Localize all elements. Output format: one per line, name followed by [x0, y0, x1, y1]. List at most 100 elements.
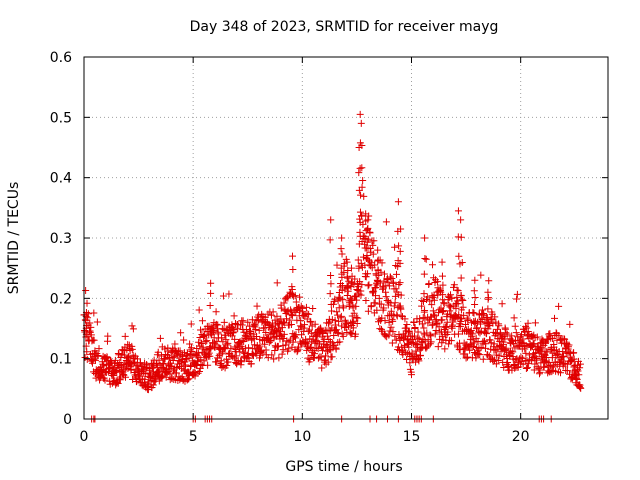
data-point	[456, 260, 464, 268]
data-point	[386, 327, 394, 335]
data-point	[223, 362, 231, 370]
data-point	[450, 281, 458, 289]
data-point	[288, 311, 296, 319]
y-tick-label: 0.4	[50, 171, 72, 187]
data-point	[154, 348, 162, 356]
data-point	[358, 183, 366, 191]
data-point	[411, 332, 419, 340]
data-point	[461, 344, 469, 352]
data-point	[307, 343, 315, 351]
data-point	[477, 320, 485, 328]
data-point	[484, 322, 492, 330]
data-point	[369, 241, 377, 249]
data-point	[528, 357, 536, 365]
data-point	[93, 352, 101, 360]
data-point	[498, 300, 506, 308]
data-point	[374, 256, 382, 264]
data-point	[454, 207, 462, 215]
data-point	[454, 330, 462, 338]
data-point	[307, 329, 315, 337]
data-point	[439, 281, 447, 289]
data-point	[364, 256, 372, 264]
data-point	[357, 119, 365, 127]
data-point	[392, 285, 400, 293]
data-point	[398, 347, 406, 355]
data-point	[362, 210, 370, 218]
data-point	[331, 316, 339, 324]
data-point	[491, 313, 499, 321]
data-point	[90, 309, 98, 317]
data-point	[239, 317, 247, 325]
data-point	[357, 191, 365, 199]
data-point	[471, 293, 479, 301]
data-point	[421, 254, 429, 262]
data-point	[88, 359, 96, 367]
data-point	[473, 324, 481, 332]
data-point	[123, 346, 131, 354]
data-point	[108, 359, 116, 367]
data-point	[155, 356, 163, 364]
data-point	[457, 233, 465, 241]
data-point	[439, 307, 447, 315]
data-point	[356, 164, 364, 172]
data-point	[420, 270, 428, 278]
data-point	[347, 264, 355, 272]
data-point	[278, 350, 286, 358]
data-point	[230, 312, 238, 320]
data-point	[337, 312, 345, 320]
data-point	[289, 265, 297, 273]
data-point	[343, 258, 351, 266]
data-point	[301, 321, 309, 329]
data-point	[344, 266, 352, 274]
data-point	[323, 332, 331, 340]
data-point	[478, 306, 486, 314]
data-point	[237, 358, 245, 366]
data-point	[283, 315, 291, 323]
data-point	[513, 290, 521, 298]
data-point	[201, 331, 209, 339]
data-point	[574, 367, 582, 375]
data-point	[180, 336, 188, 344]
data-point	[237, 361, 245, 369]
data-point	[423, 343, 431, 351]
data-point	[104, 332, 112, 340]
data-point	[338, 250, 346, 258]
data-point	[429, 321, 437, 329]
data-point	[253, 349, 261, 357]
data-point	[328, 307, 336, 315]
data-point	[280, 299, 288, 307]
data-point	[239, 348, 247, 356]
data-point	[273, 312, 281, 320]
data-point	[314, 345, 322, 353]
data-point	[350, 317, 358, 325]
data-point	[331, 295, 339, 303]
data-point	[444, 328, 452, 336]
data-point	[284, 294, 292, 302]
data-point	[524, 328, 532, 336]
data-point	[438, 339, 446, 347]
data-point	[359, 253, 367, 261]
data-point	[549, 362, 557, 370]
data-point	[546, 330, 554, 338]
data-point	[448, 294, 456, 302]
data-point	[356, 110, 364, 118]
data-point	[391, 243, 399, 251]
data-point	[352, 330, 360, 338]
data-point	[380, 304, 388, 312]
data-point	[264, 354, 272, 362]
data-point	[274, 342, 282, 350]
data-point	[95, 345, 103, 353]
data-point	[426, 331, 434, 339]
data-point	[327, 327, 335, 335]
data-point	[207, 329, 215, 337]
data-point	[354, 314, 362, 322]
data-point	[460, 311, 468, 319]
data-point	[103, 354, 111, 362]
data-point	[459, 303, 467, 311]
data-point	[362, 227, 370, 235]
data-point	[117, 354, 125, 362]
data-point	[373, 306, 381, 314]
data-point	[555, 332, 563, 340]
data-point	[218, 325, 226, 333]
